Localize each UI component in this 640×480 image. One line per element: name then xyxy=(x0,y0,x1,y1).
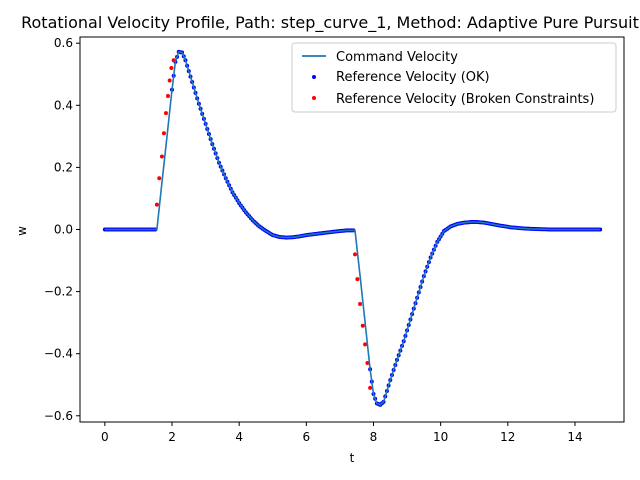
y-axis-label: w xyxy=(15,226,29,236)
y-tick-label: −0.6 xyxy=(44,409,73,423)
x-tick-label: 10 xyxy=(433,430,448,444)
y-tick-label: −0.2 xyxy=(44,285,73,299)
x-tick-label: 6 xyxy=(303,430,311,444)
legend-command-label: Command Velocity xyxy=(336,50,458,65)
x-tick-label: 12 xyxy=(500,430,515,444)
y-tick-label: 0.4 xyxy=(54,98,73,112)
y-tick-label: 0.0 xyxy=(54,223,73,237)
reference-broken-point xyxy=(154,202,159,207)
reference-broken-point xyxy=(159,154,164,159)
x-tick-label: 14 xyxy=(567,430,582,444)
data-layer xyxy=(102,49,603,407)
reference-broken-point xyxy=(353,252,358,257)
legend-broken-label: Reference Velocity (Broken Constraints) xyxy=(336,92,594,107)
y-tick-label: 0.2 xyxy=(54,160,73,174)
legend-broken-swatch xyxy=(312,96,316,100)
x-axis-label: t xyxy=(350,451,355,465)
x-tick-label: 4 xyxy=(235,430,243,444)
reference-broken-point xyxy=(165,93,170,98)
legend-box xyxy=(291,42,617,113)
reference-broken-point xyxy=(363,342,368,347)
reference-broken-point xyxy=(368,385,373,390)
x-tick-label: 8 xyxy=(370,430,378,444)
reference-broken-point xyxy=(355,277,360,282)
reference-broken-point xyxy=(163,111,168,116)
reference-broken-point xyxy=(358,302,363,307)
chart-title: Rotational Velocity Profile, Path: step_… xyxy=(21,13,639,33)
y-tick-label: −0.4 xyxy=(44,347,73,361)
reference-broken-point xyxy=(360,323,365,328)
x-tick-label: 2 xyxy=(168,430,176,444)
reference-broken-point xyxy=(169,66,174,71)
reference-broken-point xyxy=(171,58,176,63)
y-tick-label: 0.6 xyxy=(54,36,73,50)
reference-broken-point xyxy=(167,78,172,83)
ticks-layer: 0 2 4 6 8 10 12 14 −0.6 −0.4 −0.2 0.0 0.2 0.4 0.6 xyxy=(44,36,583,444)
reference-broken-point xyxy=(365,361,370,366)
reference-broken-point xyxy=(157,176,162,181)
legend-ok-label: Reference Velocity (OK) xyxy=(336,70,490,85)
reference-broken-point xyxy=(161,131,166,136)
command-velocity-line xyxy=(104,50,601,406)
legend-ok-swatch xyxy=(312,75,316,79)
x-tick-label: 0 xyxy=(101,430,109,444)
legend: Command Velocity Reference Velocity (OK)… xyxy=(291,42,617,113)
